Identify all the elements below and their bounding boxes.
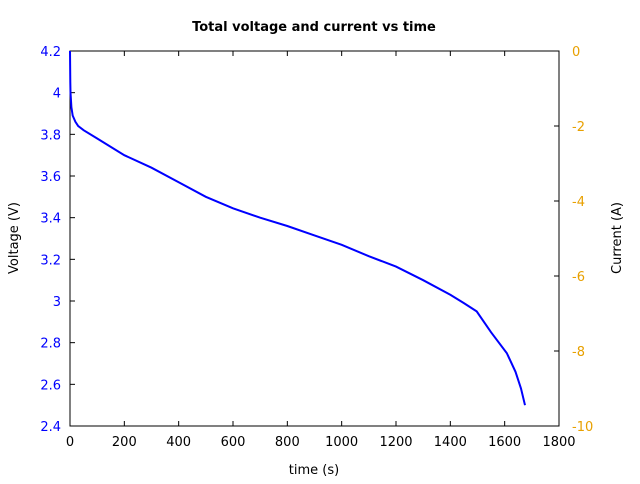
x-tick-label: 600 bbox=[221, 435, 246, 450]
x-tick-label: 800 bbox=[275, 435, 300, 450]
x-tick-label: 1600 bbox=[488, 435, 521, 450]
y-tick-label: 3.4 bbox=[40, 212, 61, 227]
y-tick-label: 3.6 bbox=[40, 170, 61, 185]
x-tick-label: 200 bbox=[112, 435, 137, 450]
x-tick-label: 1400 bbox=[434, 435, 467, 450]
y-tick-label: 2.8 bbox=[40, 337, 61, 352]
y-tick-label: 3 bbox=[53, 295, 61, 310]
y-axis-label: Voltage (V) bbox=[7, 202, 22, 274]
y2-tick-label: -10 bbox=[572, 420, 593, 435]
y2-tick-label: -8 bbox=[572, 345, 585, 360]
x-tick-label: 1200 bbox=[379, 435, 412, 450]
y2-tick-label: -6 bbox=[572, 270, 585, 285]
y2-tick-label: 0 bbox=[572, 45, 580, 60]
y-tick-label: 4 bbox=[53, 87, 61, 102]
y-tick-label: 2.6 bbox=[40, 378, 61, 393]
y2-tick-label: -4 bbox=[572, 195, 585, 210]
x-axis-label: time (s) bbox=[289, 463, 339, 478]
x-tick-label: 1000 bbox=[325, 435, 358, 450]
y2-axis-label: Current (A) bbox=[610, 202, 625, 274]
y-tick-label: 2.4 bbox=[40, 420, 61, 435]
x-tick-label: 0 bbox=[66, 435, 74, 450]
y-tick-label: 4.2 bbox=[40, 45, 61, 60]
plot-frame bbox=[69, 50, 560, 427]
x-tick-label: 400 bbox=[166, 435, 191, 450]
y-tick-label: 3.8 bbox=[40, 128, 61, 143]
y-tick-label: 3.2 bbox=[40, 253, 61, 268]
y2-tick-label: -2 bbox=[572, 120, 585, 135]
x-tick-label: 1800 bbox=[542, 435, 575, 450]
chart-title: Total voltage and current vs time bbox=[192, 20, 436, 35]
voltage-line bbox=[69, 50, 526, 406]
